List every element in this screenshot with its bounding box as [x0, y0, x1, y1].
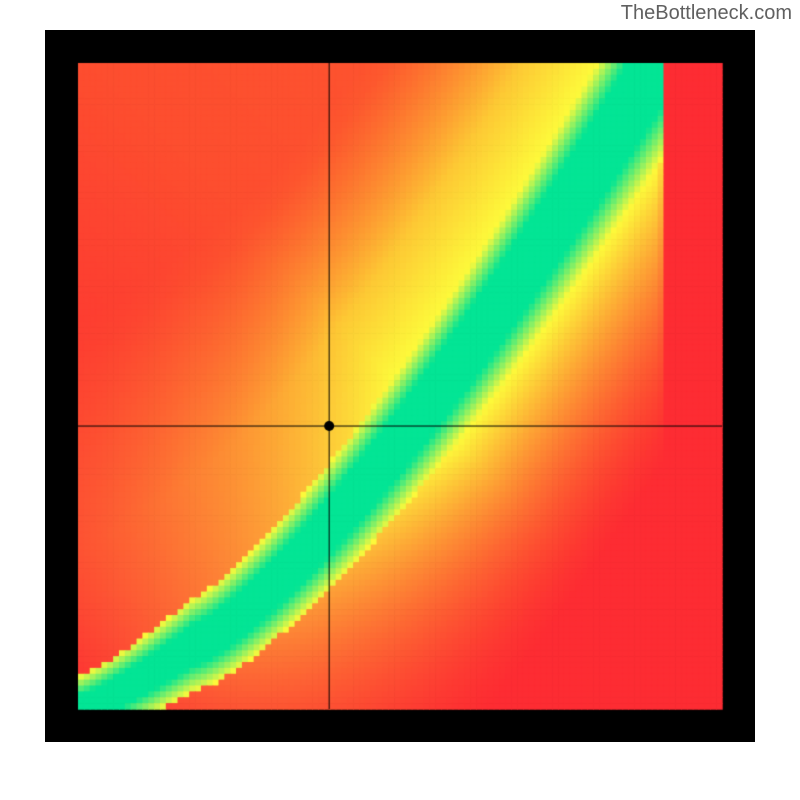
heatmap-canvas	[45, 30, 755, 742]
chart-container: TheBottleneck.com	[0, 0, 800, 800]
watermark-text: TheBottleneck.com	[621, 2, 792, 25]
plot-frame	[45, 30, 755, 742]
